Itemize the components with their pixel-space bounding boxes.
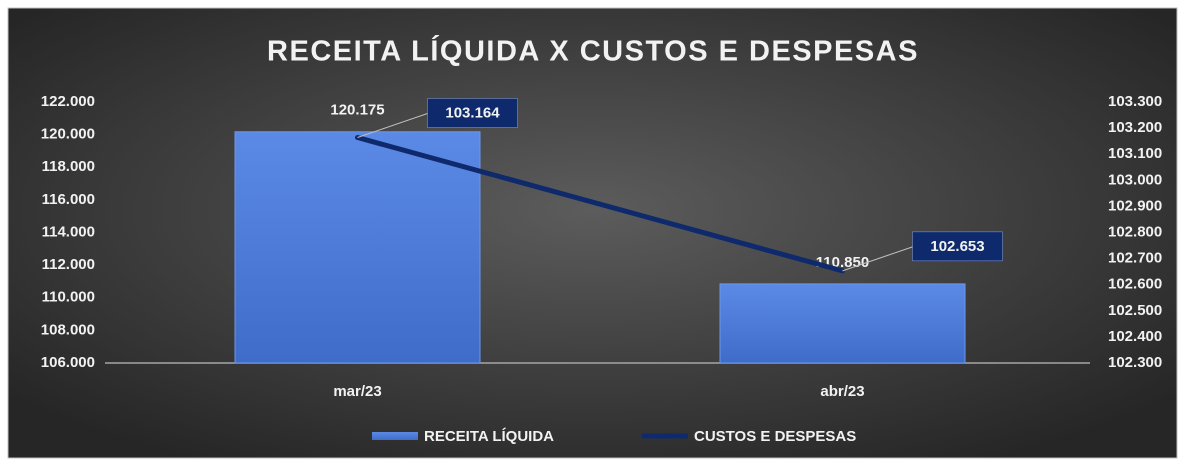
- bar: [234, 131, 481, 364]
- y2-tick-label: 102.400: [1108, 328, 1162, 345]
- y-tick-label: 116.000: [42, 191, 95, 208]
- line-value-label: 103.164: [445, 104, 500, 121]
- y-tick-label: 112.000: [42, 256, 95, 273]
- leader-line: [842, 246, 913, 272]
- bar: [719, 283, 966, 364]
- y-tick-label: 122.000: [41, 93, 95, 110]
- y2-tick-label: 102.300: [1108, 354, 1162, 371]
- y2-tick-label: 102.700: [1108, 250, 1162, 267]
- y-tick-label: 106.000: [41, 354, 95, 371]
- y2-tick-label: 102.800: [1108, 223, 1162, 240]
- y2-tick-label: 102.500: [1108, 302, 1162, 319]
- leader-line: [357, 113, 428, 138]
- x-tick-label: mar/23: [333, 383, 381, 400]
- y-tick-label: 118.000: [42, 158, 95, 175]
- y2-tick-label: 103.000: [1108, 171, 1162, 188]
- y-tick-label: 114.000: [42, 223, 95, 240]
- chart-title: RECEITA LÍQUIDA X CUSTOS E DESPESAS: [267, 34, 919, 68]
- y2-tick-label: 103.300: [1108, 93, 1162, 110]
- line: [355, 134, 845, 274]
- legend-label: RECEITA LÍQUIDA: [424, 428, 554, 445]
- bar-value-label: 120.175: [330, 102, 384, 119]
- y-tick-label: 108.000: [41, 321, 95, 338]
- y-tick-label: 120.000: [41, 126, 95, 143]
- x-tick-label: abr/23: [820, 383, 864, 400]
- line-value-label: 102.653: [930, 238, 984, 255]
- y2-tick-label: 103.200: [1108, 119, 1162, 136]
- line-label-box: [427, 98, 518, 128]
- legend-swatch: [372, 432, 418, 440]
- y-tick-label: 110.000: [42, 289, 95, 306]
- y2-tick-label: 102.600: [1108, 276, 1162, 293]
- y2-tick-label: 103.100: [1108, 145, 1162, 162]
- y2-tick-label: 102.900: [1108, 197, 1162, 214]
- line-label-box: [912, 231, 1003, 262]
- legend-label: CUSTOS E DESPESAS: [694, 428, 856, 445]
